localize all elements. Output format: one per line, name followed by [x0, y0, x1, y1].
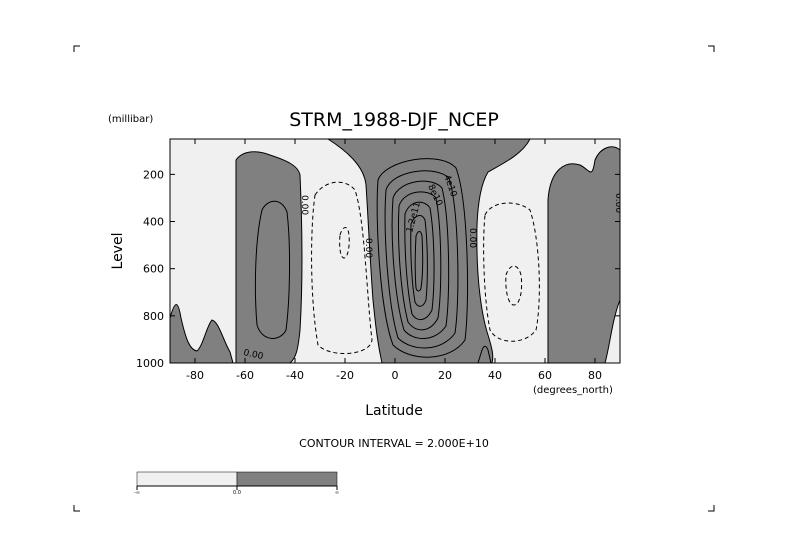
- x-axis: -80 -60 -40 -20 0 20 40 60 80: [186, 139, 602, 382]
- x-tick-label: 60: [538, 369, 552, 382]
- positive-region-far-south: [170, 304, 234, 363]
- contour-south-inner: [254, 200, 291, 339]
- positive-region-equator: [327, 139, 531, 363]
- y-tick-label: 400: [143, 216, 164, 229]
- contour-interval-text: CONTOUR INTERVAL = 2.000E+10: [299, 437, 489, 450]
- positive-region-south: [235, 151, 303, 363]
- x-tick-label: 0: [392, 369, 399, 382]
- corner-marks: [73, 45, 715, 512]
- x-tick-label: -40: [286, 369, 304, 382]
- legend-negative-swatch: [136, 471, 238, 487]
- negative-contours: [311, 181, 540, 355]
- contour-lines-equator: [376, 158, 469, 358]
- y-tick-label: 600: [143, 263, 164, 276]
- x-units-label: (degrees_north): [533, 385, 613, 396]
- x-tick-label: 20: [438, 369, 452, 382]
- contour-label-5: 0.00: [242, 348, 264, 362]
- y-units-label: (millibar): [108, 114, 153, 125]
- legend-positive-swatch: [236, 471, 338, 487]
- y-axis: 200 400 600 800 1000: [136, 168, 620, 370]
- contour-label-0: 0.00: [299, 195, 309, 215]
- shading-legend: -∞ 0.0 ∞: [134, 471, 339, 496]
- positive-region-north: [547, 146, 620, 363]
- contour-label-4: 0.00: [163, 310, 173, 330]
- x-tick-label: -20: [336, 369, 354, 382]
- contour-label-2: 0.00: [467, 228, 477, 248]
- contour-label-3: 0.00: [613, 193, 623, 213]
- y-axis-label: Level: [110, 233, 126, 270]
- positive-region-blip: [477, 345, 492, 363]
- legend-label-max: ∞: [335, 490, 339, 496]
- legend-label-zero: 0.0: [233, 490, 241, 496]
- x-tick-label: -80: [186, 369, 204, 382]
- x-tick-label: -60: [236, 369, 254, 382]
- x-tick-label: 80: [588, 369, 602, 382]
- y-tick-label: 200: [143, 168, 164, 181]
- chart-title: STRM_1988-DJF_NCEP: [289, 109, 499, 131]
- contour-label-1: 0.00: [363, 238, 373, 258]
- plot-area: 0.00 0.00 0.00 0.00 0.00 0.00 4e10 8e10 …: [163, 139, 623, 363]
- x-axis-label: Latitude: [365, 403, 423, 419]
- x-tick-label: 40: [488, 369, 502, 382]
- y-tick-label: 1000: [136, 357, 164, 370]
- legend-label-min: -∞: [134, 490, 140, 496]
- y-tick-label: 800: [143, 310, 164, 323]
